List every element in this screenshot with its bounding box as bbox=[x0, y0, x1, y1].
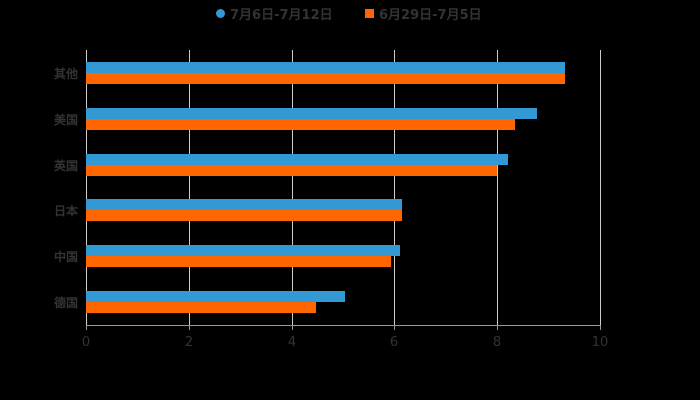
x-axis-tick bbox=[600, 325, 601, 330]
bar-series-2[interactable] bbox=[86, 164, 498, 176]
gridline bbox=[292, 50, 293, 325]
legend-marker-circle-icon bbox=[216, 9, 225, 18]
x-axis-tick-label: 8 bbox=[492, 335, 502, 350]
legend-item-series-1[interactable]: 7月6日-7月12日 bbox=[216, 4, 333, 23]
gridline bbox=[189, 50, 190, 325]
gridline bbox=[600, 50, 601, 325]
x-axis-line bbox=[86, 325, 601, 326]
bar-series-1[interactable] bbox=[86, 153, 508, 165]
x-axis-tick-label: 6 bbox=[389, 335, 399, 350]
bar-series-1[interactable] bbox=[86, 245, 401, 257]
chart-legend: 7月6日-7月12日 6月29日-7月5日 bbox=[0, 4, 700, 23]
bar-series-2[interactable] bbox=[86, 302, 316, 313]
y-axis-category-label: 德国 bbox=[53, 296, 78, 310]
legend-label: 6月29日-7月5日 bbox=[379, 8, 482, 23]
x-axis-tick bbox=[86, 325, 87, 330]
bar-series-1[interactable] bbox=[86, 107, 537, 119]
y-axis-category-label: 日本 bbox=[53, 204, 78, 219]
bar-series-2[interactable] bbox=[86, 118, 516, 130]
legend-marker-square-icon bbox=[365, 9, 374, 18]
bar-series-1[interactable] bbox=[86, 62, 566, 73]
bar-series-2[interactable] bbox=[86, 210, 403, 222]
legend-label: 7月6日-7月12日 bbox=[230, 8, 333, 23]
bar-series-1[interactable] bbox=[86, 291, 346, 302]
x-axis-tick bbox=[292, 325, 293, 330]
bar-series-1[interactable] bbox=[86, 199, 403, 211]
x-axis-tick-label: 2 bbox=[184, 335, 194, 350]
x-axis-tick-label: 4 bbox=[287, 335, 297, 350]
x-axis-tick bbox=[189, 325, 190, 330]
x-axis-tick bbox=[394, 325, 395, 330]
y-axis-category-label: 中国 bbox=[53, 250, 78, 265]
bar-series-2[interactable] bbox=[86, 73, 566, 84]
gridline bbox=[86, 50, 87, 325]
x-axis-tick bbox=[497, 325, 498, 330]
y-axis-category-label: 其他 bbox=[53, 67, 78, 81]
x-axis-tick-label: 10 bbox=[591, 335, 609, 350]
y-axis-category-label: 英国 bbox=[53, 158, 78, 173]
bar-series-2[interactable] bbox=[86, 256, 391, 268]
gridline bbox=[497, 50, 498, 325]
gridline bbox=[394, 50, 395, 325]
x-axis-tick-label: 0 bbox=[81, 335, 91, 350]
y-axis-category-label: 美国 bbox=[53, 112, 78, 127]
legend-item-series-2[interactable]: 6月29日-7月5日 bbox=[365, 4, 482, 23]
